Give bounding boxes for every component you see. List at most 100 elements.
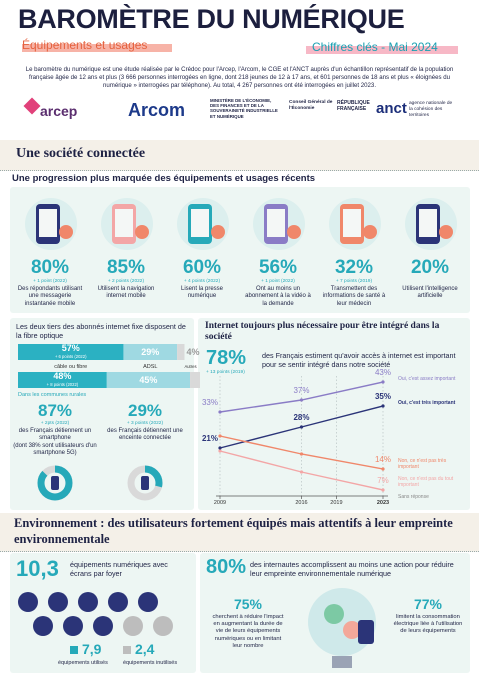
subtitle-bar bbox=[22, 44, 172, 52]
devices-unused-label: équipements inutilisés bbox=[123, 660, 178, 666]
fiber-title: Les deux tiers des abonnés internet fixe… bbox=[16, 322, 186, 340]
x-tick-label: 2023 bbox=[377, 500, 389, 506]
legend-entry: Non, ce n'est pas du tout important bbox=[398, 476, 454, 488]
action-label: limitent la consommation électrique liée… bbox=[393, 614, 463, 635]
icon-screen bbox=[115, 209, 133, 237]
segment-label: ADSL bbox=[143, 364, 157, 370]
device-dot bbox=[48, 592, 68, 612]
title: BAROMÈTRE DU NUMÉRIQUE bbox=[18, 4, 405, 34]
bar-segment bbox=[18, 344, 124, 360]
segment-label: câble ou fibre bbox=[54, 364, 87, 370]
person bbox=[358, 620, 374, 644]
devices-panel bbox=[10, 553, 196, 673]
icon-person bbox=[59, 225, 73, 239]
line-panel bbox=[198, 318, 470, 510]
device-dot bbox=[138, 592, 158, 612]
stat-value: 85% bbox=[106, 257, 146, 278]
devices-used: 7,9 bbox=[82, 641, 102, 657]
action-value: 77% bbox=[413, 596, 443, 612]
device-dot bbox=[93, 616, 113, 636]
value-label: 37% bbox=[293, 386, 309, 395]
stat-value: 32% bbox=[334, 257, 374, 278]
series-point bbox=[299, 470, 304, 474]
series-point bbox=[218, 434, 222, 438]
icon-person bbox=[211, 225, 225, 239]
device-dot bbox=[153, 616, 173, 636]
bar-segment bbox=[18, 372, 107, 388]
value-label: 21% bbox=[202, 434, 218, 443]
bar-value-label: 4% bbox=[187, 347, 200, 357]
environment-label: des internautes accomplissent au moins u… bbox=[250, 560, 454, 578]
action-value: 75% bbox=[233, 596, 263, 612]
stat-change: + 2pts (2022) bbox=[40, 421, 70, 426]
bar-value-label: 48% bbox=[53, 371, 71, 381]
icon-screen bbox=[343, 209, 361, 237]
chart-title: Internet toujours plus nécessaire pour ê… bbox=[205, 321, 440, 342]
stat-change: + 4 points (2022) bbox=[183, 279, 221, 284]
stat-value: 87% bbox=[37, 401, 73, 420]
headline-text: des Français estiment qu'avoir accès à i… bbox=[262, 351, 456, 369]
leaf bbox=[324, 604, 344, 624]
icon-person bbox=[439, 225, 453, 239]
device-dot bbox=[108, 592, 128, 612]
devices-used-label: équipements utilisés bbox=[58, 660, 108, 666]
devices-total: 10,3 bbox=[16, 556, 59, 581]
bar-segment bbox=[123, 344, 178, 360]
edition: Chiffres clés - Mai 2024 bbox=[312, 40, 438, 54]
logo: Arcom bbox=[128, 100, 186, 120]
stat-icon bbox=[253, 198, 305, 250]
leaf bbox=[343, 621, 361, 639]
icon-person bbox=[135, 225, 149, 239]
series-point bbox=[381, 380, 385, 384]
value-label: 35% bbox=[375, 392, 391, 401]
stat-change: + 3 points (2022) bbox=[126, 421, 164, 426]
stat-label: Transmettent des informations de santé à… bbox=[322, 286, 386, 307]
device-dot bbox=[33, 616, 53, 636]
legend-entry: Oui, c'est très important bbox=[398, 400, 456, 406]
value-label: 28% bbox=[293, 413, 309, 422]
stat-label: Des répondants utilisant une messagerie … bbox=[17, 286, 83, 307]
series-point bbox=[381, 404, 385, 408]
bar-change: + 6 points (2022) bbox=[55, 354, 87, 359]
series-point bbox=[218, 446, 222, 450]
icon-person bbox=[363, 225, 377, 239]
bar-segment bbox=[190, 372, 200, 388]
headline-value: 78% bbox=[206, 347, 247, 369]
value-label: 14% bbox=[375, 455, 391, 464]
stat-label: Ont au moins un abonnement à la vidéo à … bbox=[245, 286, 311, 307]
value-label: 43% bbox=[375, 368, 391, 377]
legend-entry: Sans réponse bbox=[398, 494, 429, 500]
stat-icon bbox=[101, 198, 153, 250]
series-point bbox=[218, 449, 222, 453]
section-title: Environnement : des utilisateurs forteme… bbox=[14, 516, 453, 546]
logo: RÉPUBLIQUE FRANÇAISE bbox=[337, 100, 370, 112]
icon-screen bbox=[39, 209, 57, 237]
device-dot bbox=[123, 616, 143, 636]
bulb-base bbox=[332, 656, 352, 668]
stat-icon bbox=[177, 198, 229, 250]
donut-icon bbox=[51, 476, 59, 490]
stat-change: + 1 point (2022) bbox=[261, 279, 295, 284]
series-point bbox=[218, 410, 222, 414]
section-title: Une société connectée bbox=[16, 146, 146, 161]
stat-label: des Français détiennent une enceinte con… bbox=[107, 428, 183, 442]
value-label: 7% bbox=[377, 476, 389, 485]
devices-total-label: équipements numériques avec écrans par f… bbox=[70, 560, 168, 578]
action-label: cherchent à réduire l'impact en augmenta… bbox=[212, 614, 284, 649]
environment-value: 80% bbox=[206, 556, 247, 578]
bar-value-label: 57% bbox=[62, 343, 80, 353]
stat-change: + 1 point (2022) bbox=[33, 279, 67, 284]
stat-label: Utilisent la navigation internet mobile bbox=[97, 286, 155, 300]
stat-label: Lisent la presse numérique bbox=[180, 286, 224, 300]
stat-value: 80% bbox=[30, 257, 70, 278]
section-band bbox=[0, 140, 479, 171]
x-tick-label: 2019 bbox=[330, 500, 342, 506]
bulb-illustration bbox=[308, 588, 376, 668]
logo: arcep bbox=[40, 103, 78, 119]
headline-change: + 13 points (2019) bbox=[206, 370, 245, 375]
stat-icon bbox=[25, 198, 77, 250]
devices-unused: 2,4 bbox=[135, 641, 155, 657]
logo: agence nationale de la cohésion des terr… bbox=[409, 101, 453, 118]
section-band bbox=[0, 513, 479, 552]
